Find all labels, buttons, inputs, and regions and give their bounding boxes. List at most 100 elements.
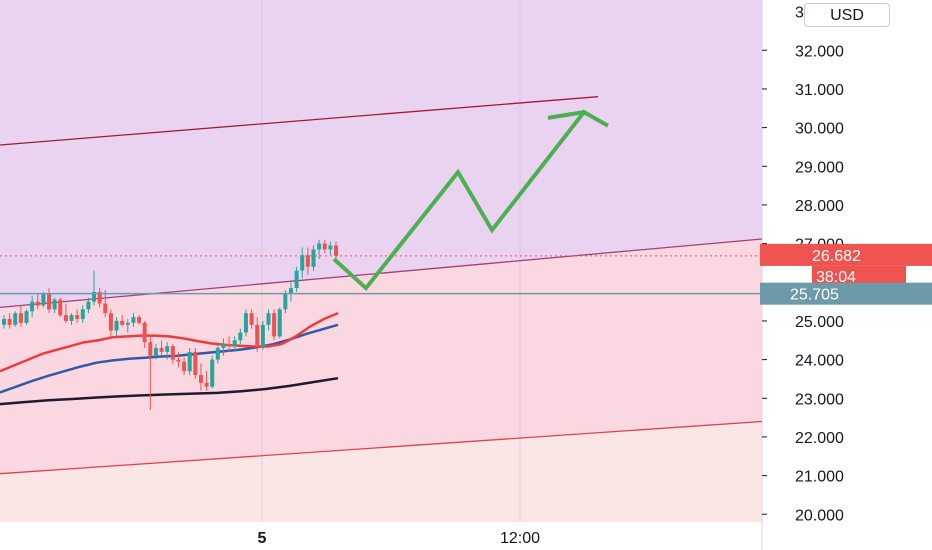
candle (30, 295, 35, 318)
candle-body (221, 344, 226, 348)
candle-body (215, 348, 220, 360)
candle (266, 309, 271, 331)
candle (97, 288, 102, 308)
candle (317, 239, 322, 260)
countdown-label-bg (812, 265, 906, 286)
middle-zone (0, 238, 762, 474)
candle-body (41, 293, 46, 306)
channel-lines (0, 96, 763, 475)
candle (7, 313, 12, 329)
candle-body (63, 315, 68, 321)
candle-body (182, 361, 187, 372)
candle (328, 241, 333, 256)
level-label-bg (760, 282, 932, 305)
candle (153, 344, 158, 360)
candle (288, 282, 293, 302)
candle (227, 336, 232, 352)
candle (159, 340, 164, 356)
currency-selector-button[interactable]: USD (804, 3, 890, 27)
y-tick-label: 30.000 (795, 121, 844, 138)
level-label: 25.705 (790, 287, 839, 304)
candle-body (35, 301, 40, 306)
candle-body (2, 319, 6, 325)
projection-path (332, 109, 609, 292)
candle (193, 348, 198, 379)
candle (255, 317, 260, 352)
candle (103, 290, 108, 318)
candle (13, 311, 18, 327)
candle (137, 315, 142, 325)
candle-body (334, 245, 338, 256)
y-tick-label: 25.000 (795, 314, 844, 331)
last-price-label: 26.682 (812, 248, 861, 265)
candle-body (69, 315, 74, 321)
candle-body (148, 342, 153, 356)
candle-body (255, 324, 260, 347)
y-tick-label: 23.000 (795, 391, 844, 408)
candle-body (80, 309, 85, 319)
candle (18, 305, 23, 327)
candle (108, 309, 113, 337)
candle (198, 363, 203, 391)
y-tick-label: 22.000 (795, 430, 844, 447)
candle-body (204, 382, 209, 387)
candle-body (277, 309, 282, 337)
y-tick-label: 24.000 (795, 353, 844, 370)
y-tick-label: 28.000 (795, 198, 844, 215)
candle (58, 297, 63, 318)
candle (210, 355, 215, 389)
candle (322, 239, 327, 254)
candle-body (125, 322, 130, 325)
candle-body (30, 301, 35, 312)
candle-body (198, 375, 203, 383)
candle-body (249, 313, 254, 325)
candle-body (120, 320, 125, 325)
candle-body (92, 291, 97, 302)
channel-line (0, 96, 599, 146)
candle (300, 247, 305, 279)
candle (2, 315, 6, 329)
candle-body (97, 291, 102, 304)
candle-body (322, 243, 327, 250)
bottom-zone (0, 421, 762, 522)
candle-body (260, 324, 265, 347)
candle (63, 303, 68, 323)
countdown-label: 38:04 (816, 269, 856, 286)
candle (131, 313, 136, 327)
candle-body (305, 255, 310, 267)
candle-body (86, 301, 91, 310)
candle (92, 270, 97, 306)
candle-body (159, 348, 164, 352)
candle-body (227, 344, 232, 347)
candle-body (238, 332, 243, 341)
candle (232, 336, 237, 352)
candle (305, 247, 310, 275)
candle (86, 297, 91, 314)
candle-body (170, 346, 175, 360)
x-tick-label: 12:00 (500, 530, 540, 547)
time-axis[interactable]: 5 12:00 (258, 530, 541, 547)
candle (249, 309, 254, 329)
x-tick-label: 5 (258, 530, 267, 547)
last-price-label-bg (760, 243, 932, 266)
candle (80, 305, 85, 323)
candle (142, 320, 147, 348)
candle (187, 348, 192, 376)
candle (277, 307, 282, 339)
candle-body (142, 322, 147, 343)
candle-body (137, 317, 142, 323)
candle (41, 291, 46, 308)
candle (294, 266, 299, 292)
candle (182, 357, 187, 376)
candle (204, 371, 209, 391)
candle-body (300, 255, 305, 271)
candle-body (317, 243, 322, 250)
candle (120, 315, 125, 327)
moving-averages (0, 312, 339, 406)
candle (170, 344, 175, 364)
candle-body (58, 299, 63, 316)
candle (75, 309, 80, 323)
candle-body (18, 313, 23, 323)
